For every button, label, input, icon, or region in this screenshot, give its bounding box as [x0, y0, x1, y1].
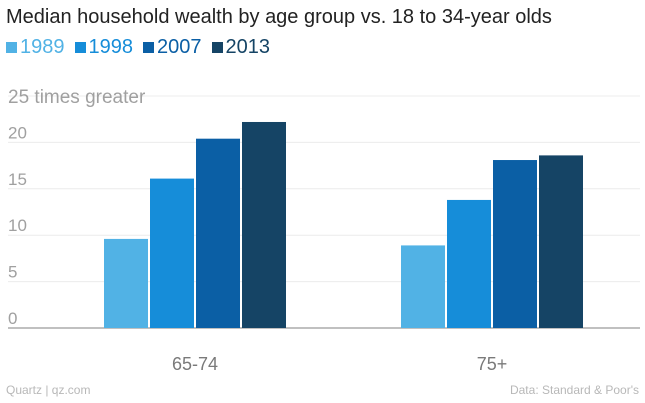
y-tick-label: 15 — [8, 170, 27, 189]
chart-title: Median household wealth by age group vs.… — [6, 6, 552, 28]
bar-65-74-2007 — [196, 138, 240, 328]
y-tick-label: 5 — [8, 263, 17, 282]
y-tick-label: 0 — [8, 309, 17, 328]
legend-swatch — [6, 42, 17, 53]
legend-label: 2013 — [225, 36, 271, 58]
legend-label: 1998 — [88, 36, 134, 58]
legend-item-2007: 2007 — [143, 36, 202, 59]
bar-65-74-2013 — [242, 121, 286, 328]
legend: 1989 1998 2007 2013 — [6, 36, 270, 59]
footer-source-right: Data: Standard & Poor's — [509, 383, 639, 397]
legend-item-2013: 2013 — [211, 36, 271, 59]
x-tick-label: 65-74 — [172, 354, 218, 374]
footer-source-left: Quartz | qz.com — [6, 383, 91, 397]
legend-label: 1989 — [20, 36, 65, 58]
y-axis-label: 25 times greater — [8, 87, 146, 108]
bar-65-74-1998 — [150, 178, 194, 328]
y-tick-label: 20 — [8, 123, 27, 142]
bar-75+-1998 — [447, 199, 491, 328]
bar-75+-2007 — [493, 160, 537, 328]
bar-75+-2013 — [539, 155, 583, 328]
legend-item-1989: 1989 — [6, 36, 65, 59]
y-tick-label: 10 — [8, 216, 27, 235]
legend-label: 2007 — [157, 36, 202, 58]
legend-swatch — [74, 42, 86, 53]
x-tick-label: 75+ — [477, 354, 508, 374]
legend-item-1998: 1998 — [74, 36, 134, 59]
bar-65-74-1989 — [104, 238, 148, 328]
legend-swatch — [143, 42, 154, 53]
bar-75+-1989 — [401, 245, 445, 328]
legend-swatch — [211, 42, 223, 53]
